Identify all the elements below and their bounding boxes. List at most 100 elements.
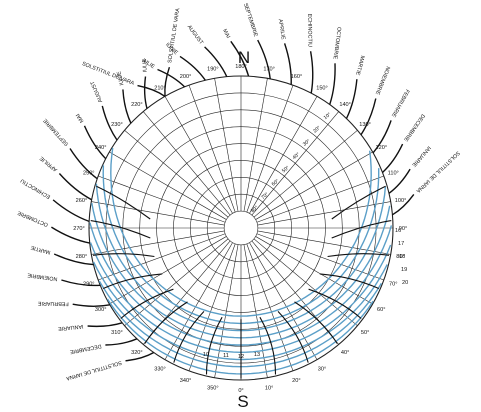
azimuth-line — [214, 244, 239, 378]
azimuth-line — [214, 78, 239, 212]
azimuth-label: 300° — [95, 307, 107, 313]
azimuth-label: 130° — [359, 122, 371, 128]
month-label-solstitiul-de-iarna: SOLSTITIUL DE IARNA — [65, 359, 122, 381]
month-line — [122, 89, 132, 124]
hour-label: 13 — [254, 352, 260, 358]
azimuth-label: 210° — [154, 86, 166, 92]
azimuth-label: 60° — [377, 307, 385, 313]
day-path — [110, 147, 372, 317]
month-label-martie: MARTIE — [30, 244, 52, 255]
azimuth-line — [109, 151, 227, 220]
hour-line — [92, 253, 155, 258]
altitude-label: 40° — [291, 152, 301, 161]
month-line — [51, 226, 90, 244]
hour-line — [308, 288, 362, 319]
month-line — [157, 68, 186, 88]
month-line — [87, 322, 123, 328]
hour-line — [102, 273, 163, 290]
azimuth-line — [164, 242, 233, 360]
azimuth-label: 140° — [339, 102, 351, 108]
hour-line — [173, 311, 205, 363]
azimuth-label: 330° — [154, 366, 166, 372]
month-line — [53, 253, 94, 266]
azimuth-label: 30° — [318, 366, 326, 372]
azimuth-line — [124, 238, 229, 326]
azimuth-label: 240° — [95, 145, 107, 151]
azimuth-line — [257, 230, 391, 255]
azimuth-label: 340° — [180, 378, 192, 384]
month-label-noiembrie: NOIEMBRIE — [374, 65, 391, 96]
azimuth-label: 230° — [111, 122, 123, 128]
month-line — [52, 199, 90, 223]
hour-label: 10 — [203, 352, 209, 358]
month-label-august: AUGUST — [186, 24, 205, 46]
azimuth-line — [91, 230, 225, 255]
azimuth-label: 180° — [235, 64, 247, 70]
month-line — [58, 173, 92, 201]
month-label-februarie: FEBRUARIE — [390, 88, 410, 118]
altitude-label: 10° — [323, 112, 333, 121]
hour-line — [205, 316, 223, 375]
month-line — [72, 303, 110, 307]
hour-line — [90, 220, 151, 239]
month-line — [309, 51, 314, 94]
month-line — [204, 46, 228, 77]
azimuth-label: 100° — [395, 198, 407, 204]
hour-lines — [90, 185, 392, 379]
month-label-octombrie: OCTOMBRIE — [332, 26, 342, 59]
hour-label: 20 — [402, 280, 408, 286]
day-path — [89, 242, 392, 354]
azimuth-label: 90° — [399, 226, 407, 232]
azimuth-line — [164, 96, 233, 214]
altitude-label: 20° — [312, 125, 322, 134]
month-label-august: AUGUST — [89, 79, 104, 103]
azimuth-label: 120° — [376, 145, 388, 151]
month-label-ianuarie: IANUARIE — [410, 145, 432, 168]
hour-line — [319, 273, 380, 290]
hour-line — [96, 185, 151, 220]
day-path — [95, 183, 387, 332]
azimuth-label: 0° — [238, 388, 243, 394]
month-label-septembrie: SEPTEMBRIE — [242, 3, 259, 38]
hour-line — [294, 301, 338, 344]
north-label: N — [238, 48, 250, 67]
month-line — [372, 120, 392, 154]
azimuth-label: 150° — [316, 86, 328, 92]
hour-line — [331, 220, 392, 239]
azimuth-line — [249, 96, 318, 214]
azimuth-line — [243, 244, 268, 378]
hour-line — [277, 311, 309, 363]
altitude-label: 60° — [271, 178, 281, 187]
hour-line — [259, 316, 277, 375]
month-line — [69, 148, 98, 180]
month-label-iulie: IULIE — [142, 58, 149, 72]
altitude-label: 50° — [281, 165, 291, 174]
hour-line — [120, 288, 174, 319]
month-label-echinoctiu: ECHINOCTIU — [20, 177, 52, 199]
month-line — [143, 76, 148, 109]
month-label-octombrie: OCTOMBRIE — [16, 209, 49, 227]
month-label-ianuarie: IANUARIE — [57, 323, 83, 331]
azimuth-line — [124, 130, 229, 218]
azimuth-line — [143, 111, 231, 216]
hour-label: 17 — [398, 241, 404, 247]
azimuth-label: 290° — [83, 281, 95, 287]
month-line — [137, 84, 166, 97]
azimuth-line — [243, 78, 268, 212]
day-path — [102, 165, 380, 325]
month-label-aprilie: APRILIE — [39, 155, 59, 173]
azimuth-line — [246, 85, 294, 213]
azimuth-line — [256, 175, 384, 223]
month-line — [125, 351, 155, 362]
azimuth-label: 170° — [263, 66, 275, 72]
azimuth-label: 350° — [207, 386, 219, 392]
month-line — [392, 193, 415, 216]
day-path — [92, 261, 388, 361]
azimuth-line — [188, 85, 236, 213]
month-label-februarie: FEBRUARIE — [37, 300, 68, 307]
month-line — [382, 143, 404, 174]
azimuth-label: 20° — [292, 378, 300, 384]
month-line — [345, 79, 358, 119]
azimuth-label: 270° — [73, 226, 85, 232]
hour-label: 16 — [395, 228, 401, 234]
